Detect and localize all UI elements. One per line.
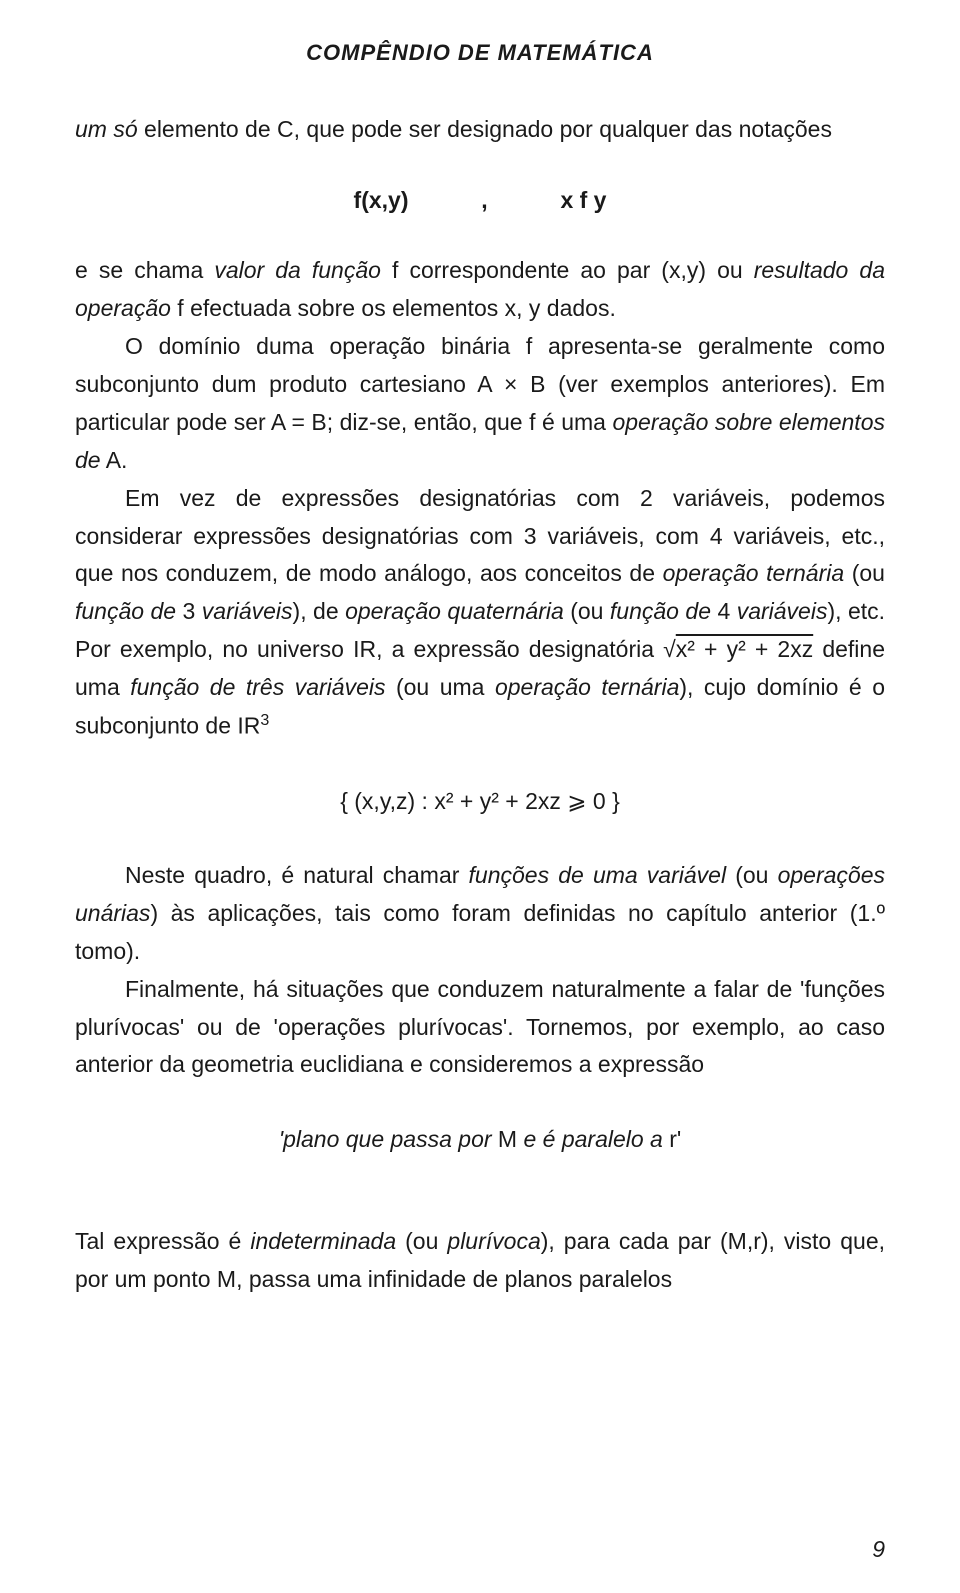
para4-i6: variáveis	[737, 598, 828, 624]
paragraph-4: Em vez de expressões designatórias com 2…	[75, 480, 885, 746]
formula1-comma: ,	[481, 187, 487, 213]
para4-i4: operação quaternária	[345, 598, 564, 624]
para3-t2: A.	[101, 447, 128, 473]
quoted-roman2: r'	[669, 1126, 681, 1152]
para7-t1: Tal expressão é	[75, 1228, 250, 1254]
paragraph-5: Neste quadro, é natural chamar funções d…	[75, 857, 885, 971]
formula-1: f(x,y) , x f y	[75, 187, 885, 214]
paragraph-3: O domínio duma operação binária f aprese…	[75, 328, 885, 480]
para4-t6: 4	[711, 598, 737, 624]
para4-i7: função de três variáveis	[130, 674, 385, 700]
paragraph-1: um só elemento de C, que pode ser design…	[75, 111, 885, 149]
para5-t3: ) às aplicações, tais como foram definid…	[75, 900, 885, 964]
formula-2: { (x,y,z) : x² + y² + 2xz ⩾ 0 }	[75, 788, 885, 815]
para2-i1: valor da função	[214, 257, 381, 283]
para4-i5: função de	[610, 598, 711, 624]
para7-t2: (ou	[396, 1228, 447, 1254]
page-header-title: COMPÊNDIO DE MATEMÁTICA	[75, 40, 885, 66]
para4-t9: (ou uma	[385, 674, 494, 700]
paragraph-7: Tal expressão é indeterminada (ou plurív…	[75, 1223, 885, 1299]
para7-i1: indeterminada	[250, 1228, 396, 1254]
quoted-t1: 'plano que passa por	[279, 1126, 498, 1152]
para4-t4: ), de	[293, 598, 346, 624]
para4-t2: (ou	[844, 560, 885, 586]
quoted-expression: 'plano que passa por M e é paralelo a r'	[75, 1126, 885, 1153]
para4-sup1: 3	[260, 711, 269, 729]
quoted-t2: e é paralelo a	[517, 1126, 669, 1152]
para4-i1: operação ternária	[663, 560, 845, 586]
para1-lead: um só	[75, 116, 138, 142]
para4-i2: função de	[75, 598, 176, 624]
page-number: 9	[872, 1536, 885, 1563]
quoted-roman1: M	[498, 1126, 517, 1152]
para5-t1: Neste quadro, é natural chamar	[125, 862, 469, 888]
para4-i3: variáveis	[202, 598, 293, 624]
para1-rest: elemento de C, que pode ser designado po…	[138, 116, 832, 142]
paragraph-6: Finalmente, há situações que conduzem na…	[75, 971, 885, 1085]
para6-t1: Finalmente, há situações que conduzem na…	[75, 976, 885, 1078]
formula2-text: { (x,y,z) : x² + y² + 2xz ⩾ 0 }	[340, 788, 620, 814]
para4-t5: (ou	[564, 598, 610, 624]
para5-i1: funções de uma variável	[469, 862, 727, 888]
para4-i8: operação ternária	[495, 674, 679, 700]
paragraph-2: e se chama valor da função f corresponde…	[75, 252, 885, 328]
para2-t2: f correspondente ao par (x,y) ou	[381, 257, 754, 283]
para5-t2: (ou	[726, 862, 778, 888]
para2-t3: f efectuada sobre os elementos x, y dado…	[171, 295, 616, 321]
formula1-right: x f y	[560, 187, 606, 213]
formula1-left: f(x,y)	[354, 187, 409, 213]
para7-i2: plurívoca	[447, 1228, 540, 1254]
para4-sqrt: x² + y² + 2xz	[676, 636, 813, 662]
para4-t3: 3	[176, 598, 202, 624]
para2-t1: e se chama	[75, 257, 214, 283]
